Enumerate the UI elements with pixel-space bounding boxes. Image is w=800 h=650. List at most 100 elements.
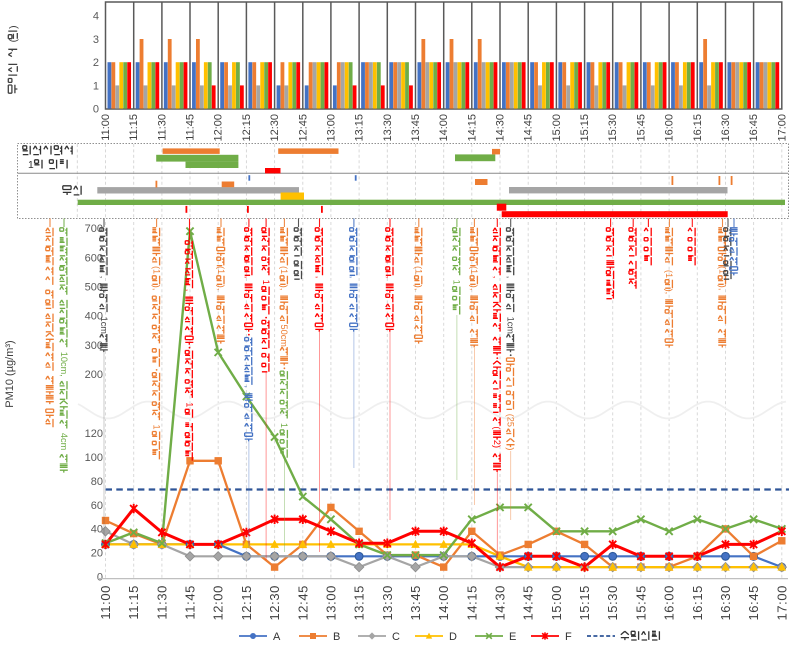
- svg-text:0: 0: [93, 104, 99, 116]
- svg-text:14:30: 14:30: [495, 114, 507, 142]
- svg-text:1: 1: [28, 160, 34, 171]
- svg-text:120: 120: [85, 428, 103, 440]
- svg-text:16:30: 16:30: [718, 585, 733, 621]
- svg-text:14:30: 14:30: [493, 585, 508, 621]
- svg-text:12:00: 12:00: [213, 114, 225, 142]
- svg-text:1: 1: [261, 280, 271, 285]
- svg-text:,: ,: [314, 276, 324, 279]
- svg-text:13:15: 13:15: [352, 585, 367, 621]
- svg-text:12:30: 12:30: [267, 585, 282, 621]
- svg-text:14:45: 14:45: [523, 114, 535, 142]
- svg-text:14:00: 14:00: [436, 585, 451, 621]
- svg-text:13:00: 13:00: [323, 585, 338, 621]
- svg-text:): ): [506, 447, 516, 450]
- svg-text:(25: (25: [506, 414, 516, 427]
- svg-text:13:45: 13:45: [410, 114, 422, 142]
- svg-text:0: 0: [97, 571, 103, 583]
- svg-text:,: ,: [184, 289, 194, 292]
- svg-text:16:30: 16:30: [720, 114, 732, 142]
- svg-text:1: 1: [151, 425, 161, 430]
- svg-text:10cm,: 10cm,: [59, 352, 69, 377]
- svg-text:11:45: 11:45: [183, 585, 198, 620]
- svg-text:1: 1: [279, 423, 289, 428]
- svg-text:,: ,: [385, 276, 395, 279]
- svg-text:,: ,: [99, 276, 109, 279]
- svg-text:500: 500: [85, 282, 103, 294]
- svg-text:(1: (1: [717, 266, 727, 274]
- svg-text:11:00: 11:00: [98, 585, 113, 620]
- svg-text:14:00: 14:00: [438, 114, 450, 142]
- svg-text:20: 20: [91, 548, 103, 560]
- svg-text:4: 4: [93, 11, 99, 23]
- svg-text:D: D: [449, 631, 457, 643]
- svg-text:),: ),: [151, 285, 161, 291]
- svg-text:80: 80: [91, 476, 103, 488]
- svg-text:11:45: 11:45: [185, 114, 197, 141]
- svg-text:1: 1: [93, 80, 99, 92]
- svg-text:1cm: 1cm: [99, 317, 109, 335]
- svg-text:11:30: 11:30: [156, 114, 168, 141]
- svg-text:,: ,: [349, 276, 359, 279]
- svg-text:15:30: 15:30: [605, 585, 620, 621]
- svg-text:11:15: 11:15: [126, 585, 141, 620]
- svg-text:2): 2): [492, 440, 502, 448]
- svg-text:300: 300: [85, 340, 103, 352]
- svg-text:400: 400: [85, 311, 103, 323]
- svg-text:15:00: 15:00: [549, 585, 564, 621]
- svg-text:12:00: 12:00: [211, 585, 226, 621]
- svg-text:),: ),: [717, 285, 727, 291]
- svg-text:(1: (1: [216, 266, 226, 274]
- svg-text:(1: (1: [279, 266, 289, 274]
- svg-text:17:00: 17:00: [774, 585, 789, 621]
- svg-text:14:15: 14:15: [464, 585, 479, 621]
- svg-text:1: 1: [184, 402, 194, 407]
- svg-text:13:00: 13:00: [325, 114, 337, 142]
- svg-text:60: 60: [91, 500, 103, 512]
- svg-text:40: 40: [91, 524, 103, 536]
- svg-text:C: C: [392, 631, 400, 643]
- svg-text:50cm: 50cm: [279, 325, 289, 348]
- svg-text:16:15: 16:15: [692, 114, 704, 142]
- svg-text:2: 2: [93, 57, 99, 69]
- svg-text:F: F: [565, 631, 572, 643]
- svg-text:100: 100: [85, 452, 103, 464]
- svg-text:(: (: [7, 38, 19, 42]
- svg-text:15:00: 15:00: [551, 114, 563, 142]
- svg-text:),: ),: [664, 289, 674, 295]
- svg-text:E: E: [509, 631, 516, 643]
- svg-text:600: 600: [85, 252, 103, 264]
- svg-text:4cm: 4cm: [59, 433, 69, 451]
- svg-text:15:45: 15:45: [633, 585, 648, 621]
- svg-text:12:45: 12:45: [297, 114, 309, 142]
- svg-text:A: A: [273, 631, 281, 643]
- svg-text:),: ),: [216, 285, 226, 291]
- svg-text:12:45: 12:45: [295, 585, 310, 621]
- svg-text:15:45: 15:45: [635, 114, 647, 142]
- svg-text:(1: (1: [151, 266, 161, 274]
- svg-text:11:30: 11:30: [154, 585, 169, 620]
- svg-text:200: 200: [85, 369, 103, 381]
- svg-text:13:30: 13:30: [382, 114, 394, 142]
- svg-text:15:15: 15:15: [579, 114, 591, 142]
- svg-text:13:45: 13:45: [408, 585, 423, 621]
- svg-text:15:30: 15:30: [607, 114, 619, 142]
- svg-text:700: 700: [85, 223, 103, 235]
- svg-text:11:15: 11:15: [128, 114, 140, 141]
- svg-text:PM10 (µg/m³): PM10 (µg/m³): [4, 340, 16, 407]
- svg-text:(1: (1: [414, 266, 424, 274]
- svg-text:B: B: [333, 631, 340, 643]
- svg-text:(1: (1: [664, 270, 674, 278]
- svg-text:16:45: 16:45: [748, 114, 760, 142]
- svg-text:13:30: 13:30: [380, 585, 395, 621]
- svg-text:3: 3: [93, 34, 99, 46]
- svg-text:12:15: 12:15: [241, 114, 253, 142]
- svg-text:14:45: 14:45: [521, 585, 536, 621]
- svg-text:,: ,: [506, 276, 516, 279]
- svg-text:,: ,: [492, 276, 502, 279]
- svg-text:11:00: 11:00: [100, 114, 112, 141]
- svg-text:13:15: 13:15: [354, 114, 366, 142]
- svg-text:,: ,: [244, 385, 254, 388]
- svg-text:16:00: 16:00: [664, 114, 676, 142]
- svg-text:17:00: 17:00: [776, 114, 788, 142]
- svg-text:,: ,: [244, 276, 254, 279]
